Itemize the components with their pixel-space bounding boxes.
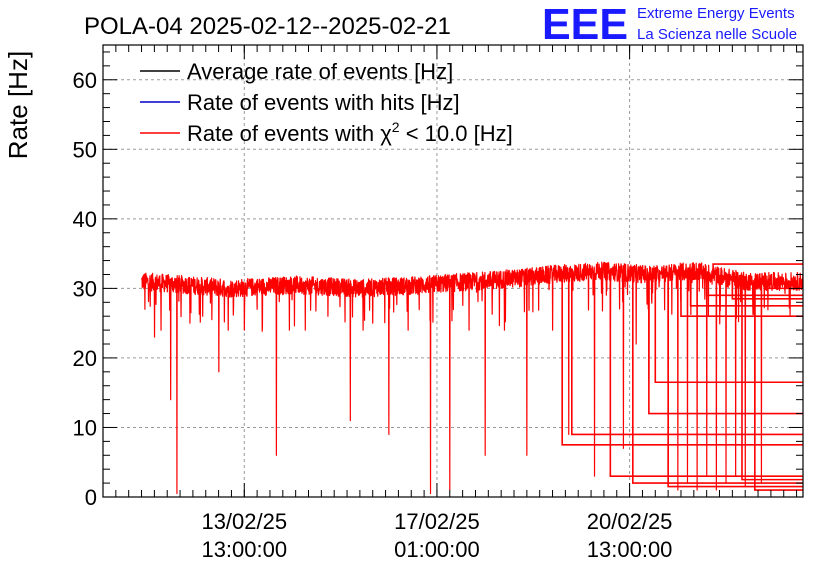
series-line-chi2 [141,261,804,495]
x-tick-time: 13:00:00 [201,537,287,562]
legend: Average rate of events [Hz] Rate of even… [140,59,513,146]
legend-chi2-suffix: < 10.0 [Hz] [400,121,513,146]
x-tick-date: 20/02/25 [587,509,673,534]
y-tick-label: 20 [73,346,97,371]
y-tick-label: 30 [73,276,97,301]
series-flat-segment [667,273,803,488]
series-flat-segment [609,271,803,477]
plot-frame [102,44,804,498]
legend-label-average: Average rate of events [Hz] [187,59,453,84]
series-layer [141,261,804,495]
y-tick-label: 0 [85,485,97,510]
legend-label-hits: Rate of events with hits [Hz] [187,90,460,115]
x-tick-labels: 13/02/25 13:00:00 17/02/25 01:00:00 20/02/25… [201,509,672,562]
grid [103,45,803,497]
series-flat-segment [654,274,803,384]
series-flat-segment [731,278,803,300]
y-axis-label: Rate [Hz] [3,51,33,159]
series-flat-segment [754,281,803,491]
logo-line2: La Scienza nelle Scuole [637,26,797,43]
legend-chi2-sup: 2 [392,119,400,135]
series-flat-segment [705,273,803,297]
series-flat-segment [689,271,803,307]
logo-mark: EEE [542,0,628,49]
series-flat-segment [561,273,803,446]
y-tick-labels: 0 10 20 30 40 50 60 [73,68,97,510]
y-tick-label: 40 [73,207,97,232]
y-tick-label: 10 [73,415,97,440]
eee-logo: EEE Extreme Energy Events La Scienza nel… [542,0,797,49]
x-tick-date: 13/02/25 [201,509,287,534]
series-flat-segment [648,274,803,415]
x-tick-time: 01:00:00 [394,537,480,562]
axis-ticks [103,45,803,498]
x-tick-time: 13:00:00 [587,537,673,562]
legend-chi2-prefix: Rate of events with [187,121,380,146]
series-flat-segment [632,273,803,484]
legend-label-chi2: Rate of events with χ2 < 10.0 [Hz] [187,119,513,146]
y-tick-label: 60 [73,68,97,93]
series-flat-segment [680,272,803,317]
x-tick-date: 17/02/25 [394,509,480,534]
y-tick-label: 50 [73,137,97,162]
chart-title: POLA-04 2025-02-12--2025-02-21 [84,13,451,40]
series-flat-segment [741,280,803,481]
logo-line1: Extreme Energy Events [637,5,795,22]
legend-chi2-symbol: χ [380,121,392,146]
series-flat-segment [712,263,803,275]
series-flat-segment [571,273,803,436]
